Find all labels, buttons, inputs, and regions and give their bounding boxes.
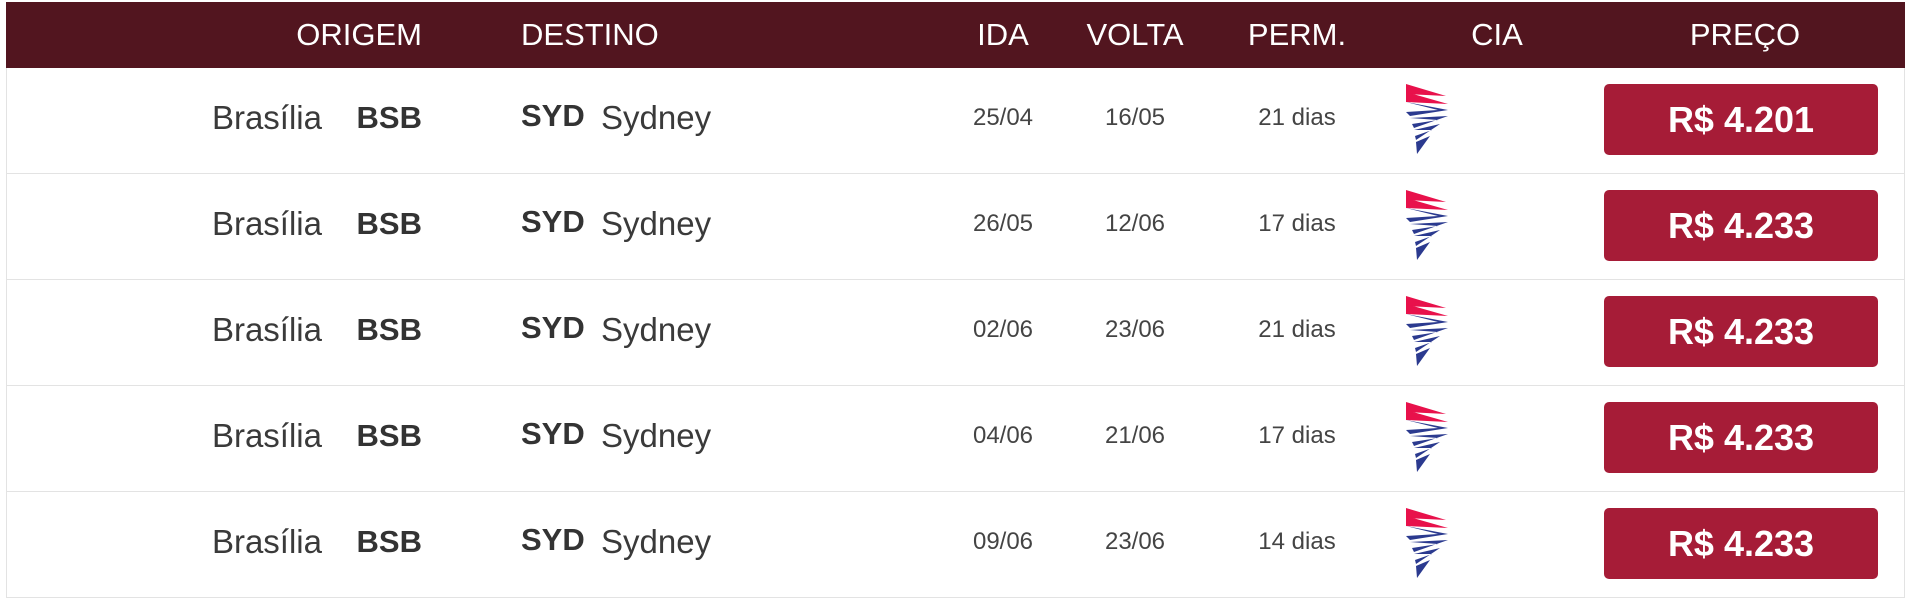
airline-logo <box>1406 402 1448 472</box>
return-date: 21/06 <box>1104 422 1166 449</box>
origin-city: Brasília <box>211 523 322 560</box>
origin-city: Brasília <box>211 99 322 136</box>
price-button[interactable]: R$ 4.233 <box>1604 508 1878 579</box>
dest-city: Sydney <box>601 99 712 136</box>
dest-code: SYD <box>521 310 585 345</box>
price-button[interactable]: R$ 4.233 <box>1604 190 1878 261</box>
row <box>6 492 1905 598</box>
price-button[interactable]: R$ 4.201 <box>1604 84 1878 155</box>
header-ida: IDA <box>977 17 1029 52</box>
row <box>6 174 1905 280</box>
dest-city: Sydney <box>601 417 712 454</box>
header-volta: VOLTA <box>1086 17 1184 52</box>
origin-code: BSB <box>356 524 422 559</box>
price-button[interactable]: R$ 4.233 <box>1604 402 1878 473</box>
origin-city: Brasília <box>211 311 322 348</box>
dest-code: SYD <box>521 204 585 239</box>
return-date: 23/06 <box>1104 528 1166 555</box>
airline-logo <box>1406 508 1448 578</box>
airline-logo <box>1406 190 1448 260</box>
stay-length: 17 dias <box>1258 210 1336 237</box>
dest-city: Sydney <box>601 311 712 348</box>
departure-date: 26/05 <box>972 210 1034 237</box>
row <box>6 386 1905 492</box>
price-button[interactable]: R$ 4.233 <box>1604 296 1878 367</box>
return-date: 16/05 <box>1104 104 1166 131</box>
origin-code: BSB <box>356 100 422 135</box>
origin-city: Brasília <box>211 417 322 454</box>
origin-code: BSB <box>356 418 422 453</box>
stay-length: 21 dias <box>1258 104 1336 131</box>
stay-length: 21 dias <box>1258 316 1336 343</box>
origin-code: BSB <box>356 312 422 347</box>
dest-city: Sydney <box>601 523 712 560</box>
return-date: 23/06 <box>1104 316 1166 343</box>
dest-code: SYD <box>521 416 585 451</box>
departure-date: 04/06 <box>972 422 1034 449</box>
header-destino: DESTINO <box>521 17 659 52</box>
stay-length: 14 dias <box>1258 528 1336 555</box>
departure-date: 25/04 <box>972 104 1034 131</box>
origin-city: Brasília <box>211 205 322 242</box>
header-preco: PREÇO <box>1689 17 1801 52</box>
header-cia: CIA <box>1471 17 1523 52</box>
dest-code: SYD <box>521 522 585 557</box>
airline-logo <box>1406 296 1448 366</box>
dest-city: Sydney <box>601 205 712 242</box>
airline-logo <box>1406 84 1448 154</box>
header-bar <box>6 2 1905 68</box>
header-origem: ORIGEM <box>296 17 422 52</box>
row <box>6 280 1905 386</box>
origin-code: BSB <box>356 206 422 241</box>
return-date: 12/06 <box>1104 210 1166 237</box>
dest-code: SYD <box>521 98 585 133</box>
departure-date: 09/06 <box>972 528 1034 555</box>
departure-date: 02/06 <box>972 316 1034 343</box>
stay-length: 17 dias <box>1258 422 1336 449</box>
header-perm: PERM. <box>1247 17 1347 52</box>
row <box>6 68 1905 174</box>
